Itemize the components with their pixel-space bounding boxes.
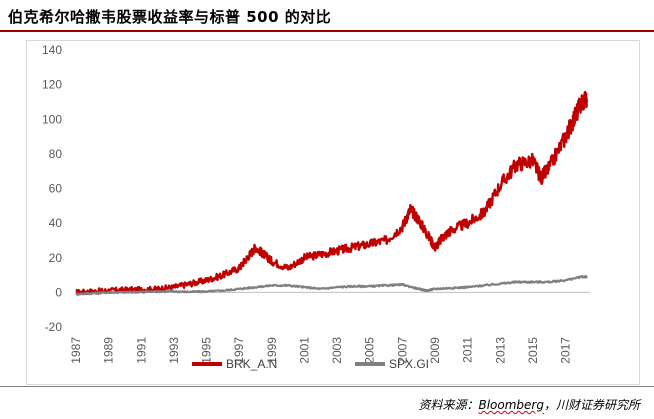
x-tick-label: 1991 [134,337,148,364]
x-tick-label: 2001 [297,337,311,364]
source-note: 资料来源：Bloomberg，川财证券研究所 [418,396,640,413]
source-prefix: 资料来源： [418,398,479,412]
x-tick-label: 2009 [428,337,442,364]
x-tick-label: 2003 [330,337,344,364]
y-tick-label: 20 [49,251,63,265]
y-tick-label: 140 [42,43,62,57]
x-axis: 1987 1989 1991 1993 1995 1997 1999 2001 2003 2005… [69,291,590,364]
series-group [75,90,588,296]
y-tick-label: 120 [42,78,62,92]
series-line-brk-a-n [75,90,588,296]
y-tick-label: 80 [49,147,63,161]
footer-divider [0,386,654,387]
x-tick-label: 1999 [265,337,279,364]
x-tick-label: 2007 [395,337,409,364]
x-tick-label: 1989 [102,337,116,364]
source-suffix: ，川财证券研究所 [543,398,640,412]
x-tick-label: 2017 [559,337,573,364]
series-line-spx-gi [75,274,588,296]
source-brand: Bloomberg [478,398,544,412]
chart-title: 伯克希尔哈撒韦股票收益率与标普 500 的对比 [8,8,332,26]
x-tick-label: 2013 [493,337,507,364]
legend: BRK_A.N SPX.GI [192,357,429,371]
chart-frame [26,40,640,385]
title-divider [0,30,654,32]
x-tick-label: 1987 [69,337,83,364]
y-tick-label: 100 [42,112,62,126]
y-tick-label: 0 [55,285,62,299]
legend-label: SPX.GI [389,357,429,371]
x-tick-label: 1995 [200,337,214,364]
x-tick-label: 2015 [526,337,540,364]
y-axis: -20 0 20 40 60 80 100 120 140 [42,43,62,334]
x-tick-label: 1993 [167,337,181,364]
y-tick-label: -20 [45,320,63,334]
x-tick-label: 1997 [232,337,246,364]
x-tick-label: 2005 [363,337,377,364]
y-tick-label: 40 [49,216,63,230]
x-tick-label: 2011 [461,337,475,363]
legend-label: BRK_A.N [226,357,277,371]
y-tick-label: 60 [49,182,63,196]
